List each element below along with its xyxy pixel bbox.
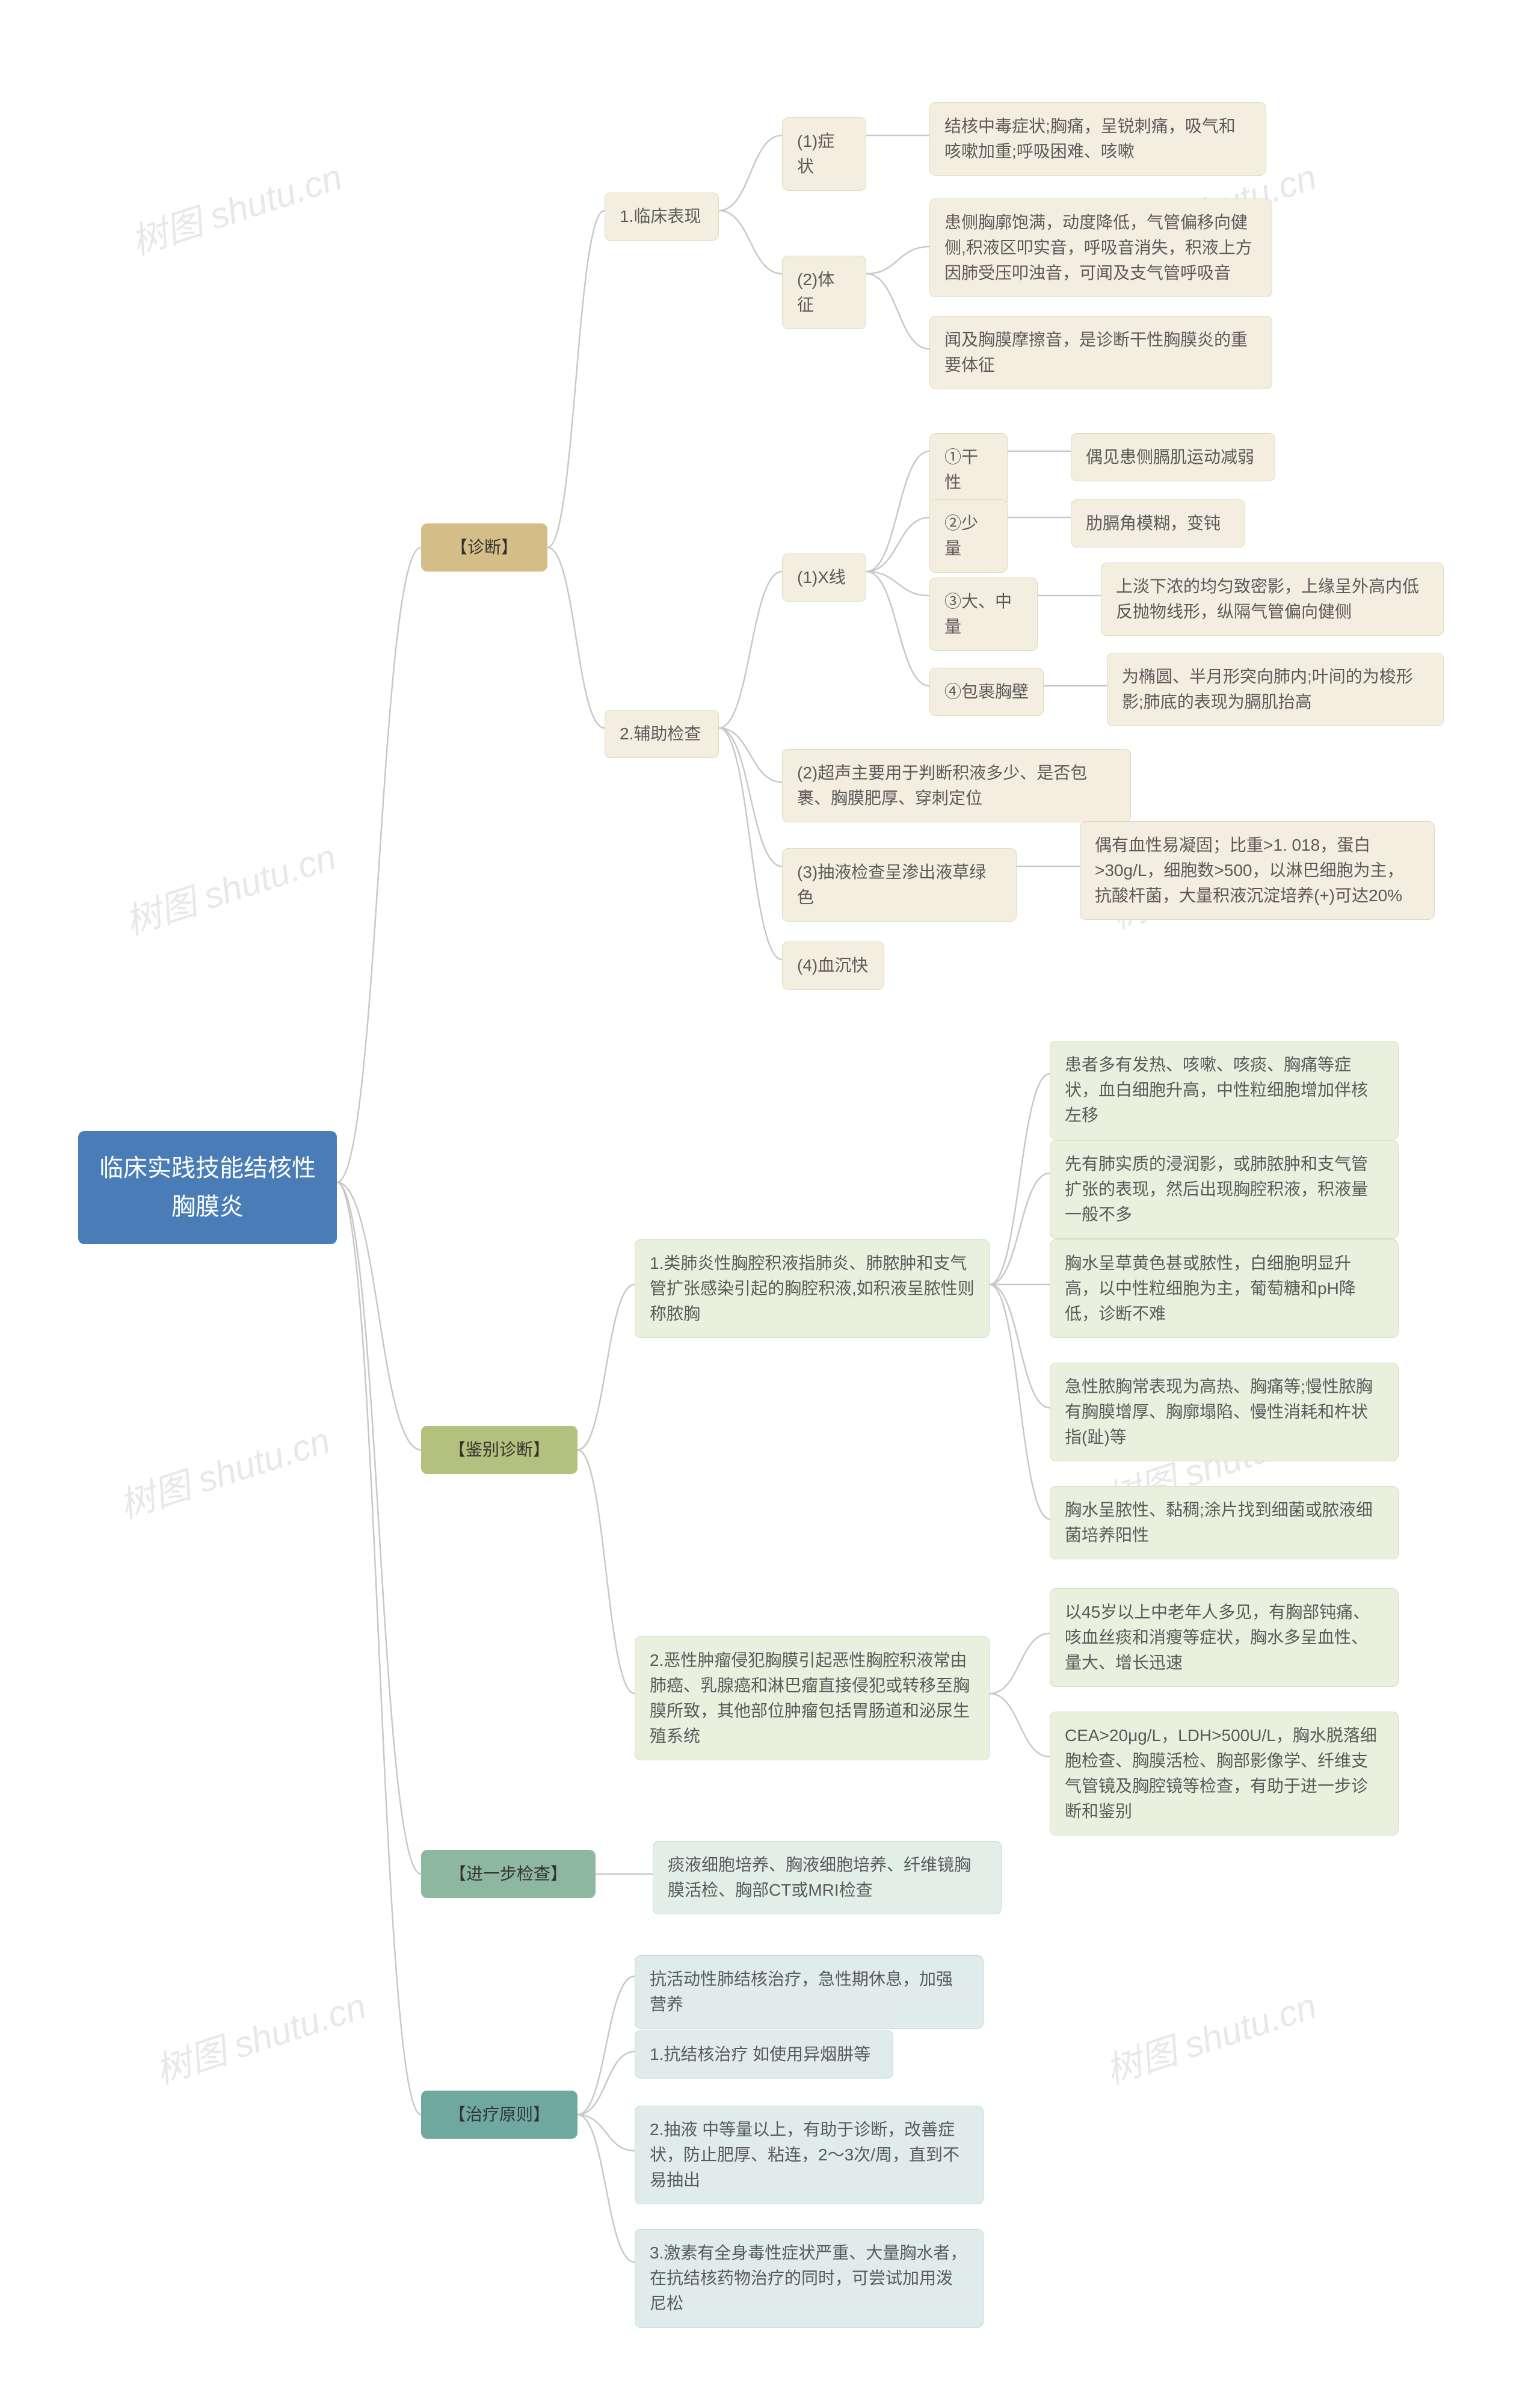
watermark: 树图 shutu.cn: [117, 828, 342, 945]
mindmap-node: (4)血沉快: [782, 942, 884, 990]
mindmap-node: (3)抽液检查呈渗出液草绿色: [782, 848, 1017, 922]
mindmap-node: 急性脓胸常表现为高热、胸痛等;慢性脓胸有胸膜增厚、胸廓塌陷、慢性消耗和杵状指(趾…: [1050, 1363, 1399, 1461]
mindmap-node: 偶见患侧膈肌运动减弱: [1071, 433, 1275, 481]
mindmap-node: (2)超声主要用于判断积液多少、是否包裹、胸膜肥厚、穿刺定位: [782, 749, 1131, 822]
mindmap-node: 2.恶性肿瘤侵犯胸膜引起恶性胸腔积液常由肺癌、乳腺癌和淋巴瘤直接侵犯或转移至胸膜…: [635, 1636, 990, 1760]
mindmap-node: CEA>20μg/L，LDH>500U/L，胸水脱落细胞检查、胸膜活检、胸部影像…: [1050, 1712, 1399, 1836]
mindmap-node: 上淡下浓的均匀致密影，上缘呈外高内低反抛物线形，纵隔气管偏向健侧: [1101, 563, 1444, 636]
mindmap-node: ②少量: [929, 499, 1008, 573]
mindmap-node: 2.辅助检查: [605, 710, 719, 758]
mindmap-node: 抗活动性肺结核治疗，急性期休息，加强营养: [635, 1955, 984, 2029]
mindmap-node: 先有肺实质的浸润影，或肺脓肿和支气管扩张的表现，然后出现胸腔积液，积液量一般不多: [1050, 1140, 1399, 1239]
watermark: 树图 shutu.cn: [123, 148, 348, 265]
mindmap-node: 偶有血性易凝固；比重>1. 018，蛋白>30g/L，细胞数>500，以淋巴细胞…: [1080, 821, 1435, 920]
mindmap-node: 肋膈角模糊，变钝: [1071, 499, 1245, 547]
mindmap-node: 3.激素有全身毒性症状严重、大量胸水者，在抗结核药物治疗的同时，可尝试加用泼尼松: [635, 2229, 984, 2328]
watermark: 树图 shutu.cn: [111, 1411, 336, 1529]
mindmap-node: 1.抗结核治疗 如使用异烟肼等: [635, 2030, 893, 2079]
root-node: 临床实践技能结核性胸膜炎: [78, 1131, 337, 1244]
mindmap-node: 为椭圆、半月形突向肺内;叶间的为梭形影;肺底的表现为膈肌抬高: [1107, 653, 1444, 726]
mindmap-node: (1)X线: [782, 553, 866, 602]
mindmap-node: 1.类肺炎性胸腔积液指肺炎、肺脓肿和支气管扩张感染引起的胸腔积液,如积液呈脓性则…: [635, 1239, 990, 1338]
mindmap-node: ①干性: [929, 433, 1008, 507]
watermark: 树图 shutu.cn: [147, 1977, 372, 2094]
mindmap-node: (2)体征: [782, 256, 866, 329]
mindmap-node: 患侧胸廓饱满，动度降低，气管偏移向健侧,积液区叩实音，呼吸音消失，积液上方因肺受…: [929, 199, 1272, 297]
mindmap-node: 胸水呈草黄色甚或脓性，白细胞明显升高，以中性粒细胞为主，葡萄糖和pH降低，诊断不…: [1050, 1239, 1399, 1338]
branch-node: 【进一步检查】: [421, 1850, 596, 1898]
branch-node: 【治疗原则】: [421, 2091, 578, 2139]
mindmap-node: 闻及胸膜摩擦音，是诊断干性胸膜炎的重要体征: [929, 316, 1272, 389]
mindmap-node: 以45岁以上中老年人多见，有胸部钝痛、咳血丝痰和消瘦等症状，胸水多呈血性、量大、…: [1050, 1588, 1399, 1687]
mindmap-node: 1.临床表现: [605, 193, 719, 241]
mindmap-node: 痰液细胞培养、胸液细胞培养、纤维镜胸膜活检、胸部CT或MRI检查: [653, 1841, 1002, 1914]
mindmap-node: ④包裹胸壁: [929, 668, 1044, 716]
mindmap-node: ③大、中量: [929, 578, 1038, 651]
watermark: 树图 shutu.cn: [1098, 1977, 1322, 2094]
mindmap-node: 结核中毒症状;胸痛，呈锐刺痛，吸气和咳嗽加重;呼吸困难、咳嗽: [929, 102, 1266, 176]
mindmap-node: 患者多有发热、咳嗽、咳痰、胸痛等症状，血白细胞升高，中性粒细胞增加伴核左移: [1050, 1041, 1399, 1139]
branch-node: 【鉴别诊断】: [421, 1426, 578, 1474]
mindmap-node: (1)症状: [782, 117, 866, 191]
branch-node: 【诊断】: [421, 523, 547, 572]
mindmap-node: 2.抽液 中等量以上，有助于诊断，改善症状，防止肥厚、粘连，2～3次/周，直到不…: [635, 2106, 984, 2204]
mindmap-node: 胸水呈脓性、黏稠;涂片找到细菌或脓液细菌培养阳性: [1050, 1486, 1399, 1559]
